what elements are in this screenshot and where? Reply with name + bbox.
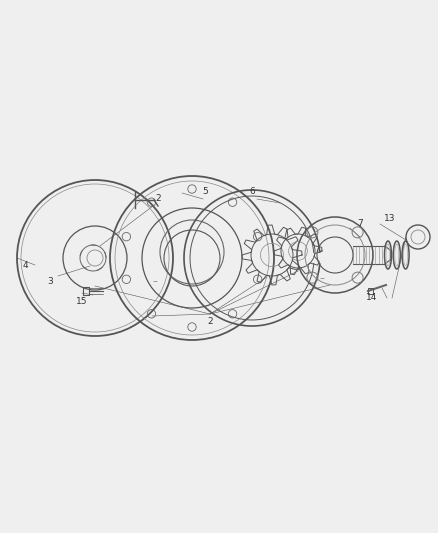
Text: 4: 4 <box>22 261 28 270</box>
Text: 2: 2 <box>207 317 212 326</box>
Text: 13: 13 <box>383 214 395 222</box>
Text: 5: 5 <box>201 187 208 196</box>
Text: 6: 6 <box>248 187 254 196</box>
Text: 3: 3 <box>47 277 53 286</box>
Text: 15: 15 <box>76 296 88 305</box>
Text: –: – <box>319 273 324 283</box>
Text: 2: 2 <box>155 193 160 203</box>
Text: –: – <box>152 276 157 286</box>
Text: 7: 7 <box>356 219 362 228</box>
Text: 14: 14 <box>365 294 377 303</box>
